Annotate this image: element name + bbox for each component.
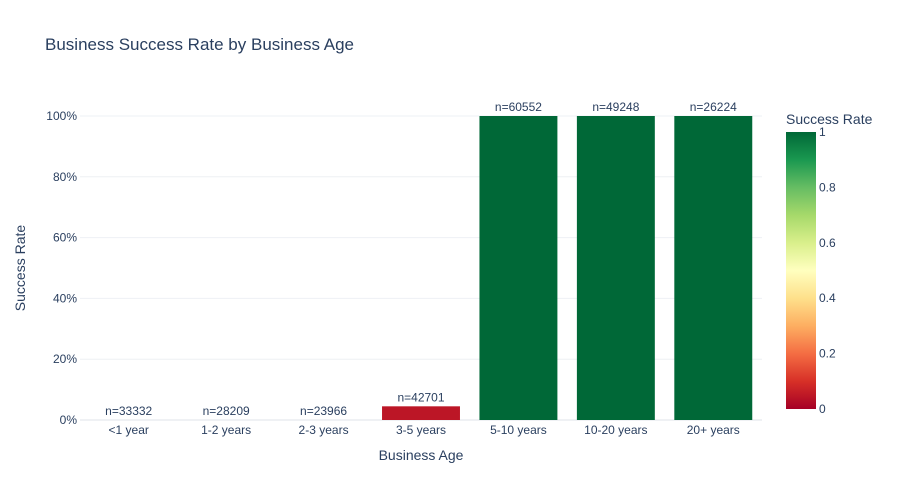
data-label: n=23966 xyxy=(300,404,347,418)
colorbar-title: Success Rate xyxy=(786,111,873,127)
colorbar-tick-label: 1 xyxy=(819,125,826,139)
data-labels: n=33332 n=28209 n=23966 n=42701 n=60552 n=492… xyxy=(105,100,737,418)
colorbar-tick-label: 0.6 xyxy=(819,236,836,250)
colorbar-ticks: 0 0.2 0.4 0.6 0.8 1 xyxy=(819,125,836,416)
colorbar: Success Rate 0 0.2 0.4 0.6 0.8 1 xyxy=(786,111,873,416)
y-tick-label: 40% xyxy=(53,291,77,305)
y-tick-label: 80% xyxy=(53,170,77,184)
x-tick-label: <1 year xyxy=(109,423,149,437)
y-tick-label: 60% xyxy=(53,231,77,245)
data-label: n=42701 xyxy=(397,390,444,404)
colorbar-tick-label: 0.8 xyxy=(819,180,836,194)
data-label: n=28209 xyxy=(203,404,250,418)
y-tick-label: 100% xyxy=(46,109,77,123)
bar xyxy=(479,116,558,420)
colorbar-tick-label: 0.4 xyxy=(819,291,836,305)
x-tick-label: 1-2 years xyxy=(201,423,251,437)
bar xyxy=(382,406,460,420)
y-axis-title: Success Rate xyxy=(12,225,28,312)
chart-title: Business Success Rate by Business Age xyxy=(45,35,354,54)
gridlines xyxy=(80,115,762,421)
x-tick-label: 10-20 years xyxy=(584,423,647,437)
data-label: n=49248 xyxy=(592,100,639,114)
x-axis-title: Business Age xyxy=(379,447,464,463)
y-axis-ticks: 0% 20% 40% 60% 80% 100% xyxy=(46,109,77,427)
colorbar-tick-label: 0.2 xyxy=(819,347,836,361)
data-label: n=26224 xyxy=(690,100,737,114)
x-tick-label: 2-3 years xyxy=(299,423,349,437)
x-tick-label: 5-10 years xyxy=(490,423,547,437)
colorbar-gradient xyxy=(786,132,816,409)
y-tick-label: 0% xyxy=(60,413,78,427)
data-label: n=60552 xyxy=(495,100,542,114)
x-tick-label: 20+ years xyxy=(687,423,740,437)
bar xyxy=(576,116,655,420)
x-axis-ticks: <1 year 1-2 years 2-3 years 3-5 years 5-10 y… xyxy=(109,423,740,437)
bar xyxy=(674,116,753,420)
bars xyxy=(382,116,753,420)
x-tick-label: 3-5 years xyxy=(396,423,446,437)
y-tick-label: 20% xyxy=(53,352,77,366)
data-label: n=33332 xyxy=(105,404,152,418)
colorbar-tick-label: 0 xyxy=(819,402,826,416)
